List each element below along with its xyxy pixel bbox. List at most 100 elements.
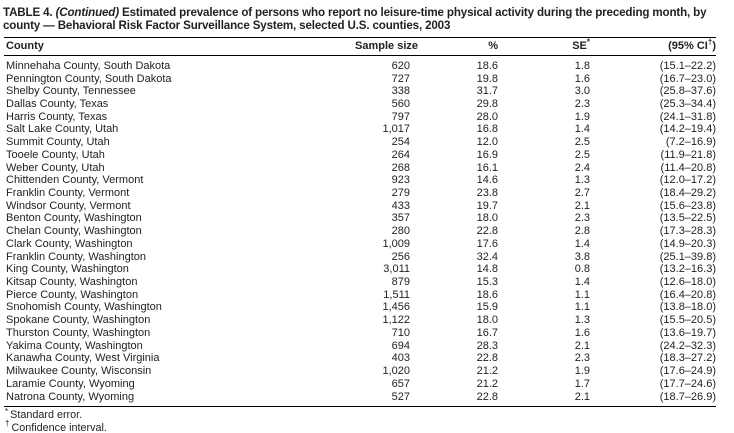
se-header-label: SE <box>572 39 587 52</box>
se-cell: 2.3 <box>574 97 590 110</box>
sample-size-cell: 620 <box>391 59 410 72</box>
table-row: Shelby County, Tennessee 338 31.7 3.0 (25.8–… <box>4 85 716 98</box>
ci-cell: (17.7–24.6) <box>659 377 716 390</box>
ci-cell: (18.3–27.2) <box>659 352 716 365</box>
sample-size-cell: 879 <box>391 276 410 289</box>
percent-cell: 16.9 <box>476 148 498 161</box>
se-cell: 1.3 <box>574 174 590 187</box>
column-header-ci: (95% CI†) <box>590 36 716 56</box>
prevalence-table: County Sample size % SE* (95% CI†) Minne… <box>4 36 716 408</box>
county-cell: Franklin County, Vermont <box>6 187 130 199</box>
table-row: Laramie County, Wyoming 657 21.2 1.7 (17.7–2… <box>4 378 716 391</box>
sample-size-cell: 527 <box>346 390 418 408</box>
se-cell: 1.4 <box>574 123 590 136</box>
se-cell: 1.4 <box>574 276 590 289</box>
sample-size-cell: 264 <box>391 148 410 161</box>
table-row: Thurston County, Washington 710 16.7 1.6 (13… <box>4 327 716 340</box>
sample-size-cell: 433 <box>391 199 410 212</box>
county-cell: Spokane County, Washington <box>6 314 151 327</box>
percent-cell: 12.0 <box>476 136 498 149</box>
ci-cell: (15.5–20.5) <box>659 314 716 327</box>
column-header-se: SE* <box>498 36 590 56</box>
percent-cell: 32.4 <box>476 250 498 263</box>
table-title-continued: (Continued) <box>55 6 120 19</box>
sample-size-cell: 727 <box>391 72 410 85</box>
ci-cell: (25.8–37.6) <box>659 85 716 98</box>
se-cell: 1.6 <box>574 326 590 339</box>
se-cell: 2.5 <box>574 136 590 149</box>
sample-size-cell: 710 <box>391 326 410 339</box>
footnote-text: Standard error. <box>10 409 83 422</box>
ci-cell: (16.7–23.0) <box>659 72 716 85</box>
county-cell: Clark County, Washington <box>6 237 133 250</box>
percent-cell: 18.0 <box>476 314 498 327</box>
county-cell: Summit County, Utah <box>6 136 110 149</box>
sample-size-cell: 657 <box>391 377 410 390</box>
county-cell: Windsor County, Vermont <box>6 199 131 212</box>
percent-cell: 22.8 <box>418 390 498 408</box>
county-cell: Tooele County, Utah <box>6 148 105 161</box>
percent-cell: 18.6 <box>476 59 498 72</box>
ci-cell: (24.1–31.8) <box>659 110 716 123</box>
table-row: Snohomish County, Washington 1,456 15.9 1.1… <box>4 301 716 314</box>
county-cell: Minnehaha County, South Dakota <box>6 59 171 72</box>
table-row: Clark County, Washington 1,009 17.6 1.4 (14.… <box>4 238 716 251</box>
ci-header-close-paren: ) <box>712 39 716 52</box>
county-cell: Snohomish County, Washington <box>6 301 162 314</box>
table-row: King County, Washington 3,011 14.8 0.8 (13.2… <box>4 263 716 276</box>
county-cell: Chittenden County, Vermont <box>6 174 144 187</box>
table-row: Natrona County, Wyoming 527 22.8 2.1 (18.7–2… <box>4 390 716 408</box>
percent-cell: 14.6 <box>476 174 498 187</box>
table-row: Chittenden County, Vermont 923 14.6 1.3 (12.… <box>4 174 716 187</box>
ci-cell: (17.6–24.9) <box>659 365 716 378</box>
sample-size-cell: 694 <box>391 339 410 352</box>
table-title: TABLE 4. (Continued) Estimated prevalenc… <box>3 6 724 33</box>
ci-cell: (25.1–39.8) <box>659 250 716 263</box>
ci-cell: (13.6–19.7) <box>659 326 716 339</box>
ci-cell: (11.9–21.8) <box>660 148 716 161</box>
sample-size-cell: 256 <box>391 250 410 263</box>
ci-cell: (13.2–16.3) <box>659 263 716 276</box>
county-cell: Benton County, Washington <box>6 212 142 225</box>
se-cell: 1.8 <box>574 59 590 72</box>
table-row: Yakima County, Washington 694 28.3 2.1 (24.2… <box>4 340 716 353</box>
footnote: † Confidence interval. <box>5 419 724 433</box>
footnote-marker: * <box>5 406 9 416</box>
sample-size-cell: 797 <box>391 110 410 123</box>
percent-cell: 21.2 <box>476 365 498 378</box>
se-cell: 1.9 <box>574 365 590 378</box>
percent-cell: 21.2 <box>476 377 498 390</box>
percent-cell: 23.8 <box>476 187 498 199</box>
sample-size-cell: 254 <box>391 136 410 149</box>
se-cell: 1.4 <box>574 237 590 250</box>
percent-cell: 28.0 <box>476 110 498 123</box>
percent-cell: 14.8 <box>476 263 498 276</box>
footnote-marker: † <box>5 419 10 429</box>
se-cell: 1.9 <box>574 110 590 123</box>
sample-size-cell: 560 <box>391 97 410 110</box>
sample-size-cell: 1,017 <box>382 123 410 136</box>
percent-cell: 15.9 <box>476 301 498 314</box>
table-row: Kitsap County, Washington 879 15.3 1.4 (12.6… <box>4 276 716 289</box>
se-cell: 2.1 <box>574 339 590 352</box>
county-cell: Laramie County, Wyoming <box>6 377 135 390</box>
county-cell: Harris County, Texas <box>6 110 108 123</box>
table-header: County Sample size % SE* (95% CI†) <box>4 36 716 56</box>
sample-size-cell: 1,020 <box>382 365 410 378</box>
se-cell: 2.4 <box>574 161 590 174</box>
sample-size-cell: 338 <box>391 85 410 98</box>
table-row: Harris County, Texas 797 28.0 1.9 (24.1–31.8… <box>4 111 716 124</box>
se-cell: 2.1 <box>574 199 590 212</box>
se-cell: 0.8 <box>574 263 590 276</box>
county-cell: Kanawha County, West Virginia <box>6 352 160 365</box>
ci-cell: (14.2–19.4) <box>659 123 716 136</box>
ci-cell: (11.4–20.8) <box>660 161 716 174</box>
se-cell: 1.1 <box>574 288 590 301</box>
county-cell: Salt Lake County, Utah <box>6 123 119 136</box>
footnotes: * Standard error. † Confidence interval. <box>5 406 724 433</box>
table-row: Tooele County, Utah 264 16.9 2.5 (11.9–21.8) <box>4 149 716 162</box>
percent-cell: 18.0 <box>476 212 498 225</box>
se-cell: 2.8 <box>574 225 590 238</box>
table-row: Spokane County, Washington 1,122 18.0 1.3 (1… <box>4 314 716 327</box>
county-cell: Pierce County, Washington <box>6 288 139 301</box>
